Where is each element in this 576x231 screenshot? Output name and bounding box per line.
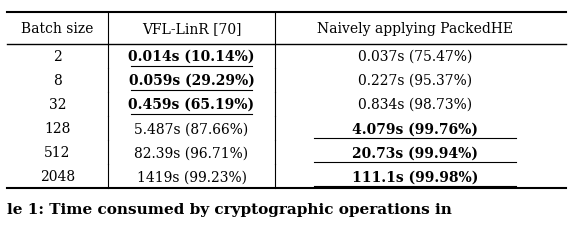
Text: 111.1s (99.98%): 111.1s (99.98%) — [352, 170, 478, 183]
Text: 32: 32 — [48, 98, 66, 112]
Text: 0.059s (29.29%): 0.059s (29.29%) — [128, 74, 255, 88]
Text: 128: 128 — [44, 122, 71, 136]
Text: 1419s (99.23%): 1419s (99.23%) — [137, 170, 247, 183]
Text: 0.227s (95.37%): 0.227s (95.37%) — [358, 74, 472, 88]
Text: VFL-LinR [70]: VFL-LinR [70] — [142, 22, 241, 36]
Text: 2: 2 — [53, 50, 62, 64]
Text: 82.39s (96.71%): 82.39s (96.71%) — [134, 146, 249, 160]
Text: 512: 512 — [44, 146, 71, 160]
Text: 20.73s (99.94%): 20.73s (99.94%) — [352, 146, 478, 160]
Text: 0.014s (10.14%): 0.014s (10.14%) — [128, 50, 255, 64]
Text: 0.037s (75.47%): 0.037s (75.47%) — [358, 50, 472, 64]
Text: Naively applying PackedHE: Naively applying PackedHE — [317, 22, 513, 36]
Text: Batch size: Batch size — [21, 22, 93, 36]
Text: 0.459s (65.19%): 0.459s (65.19%) — [128, 98, 255, 112]
Text: 0.834s (98.73%): 0.834s (98.73%) — [358, 98, 472, 112]
Text: 4.079s (99.76%): 4.079s (99.76%) — [352, 122, 478, 136]
Text: le 1: Time consumed by cryptographic operations in: le 1: Time consumed by cryptographic ope… — [7, 202, 452, 216]
Text: 2048: 2048 — [40, 170, 75, 183]
Text: 5.487s (87.66%): 5.487s (87.66%) — [134, 122, 249, 136]
Text: 8: 8 — [53, 74, 62, 88]
